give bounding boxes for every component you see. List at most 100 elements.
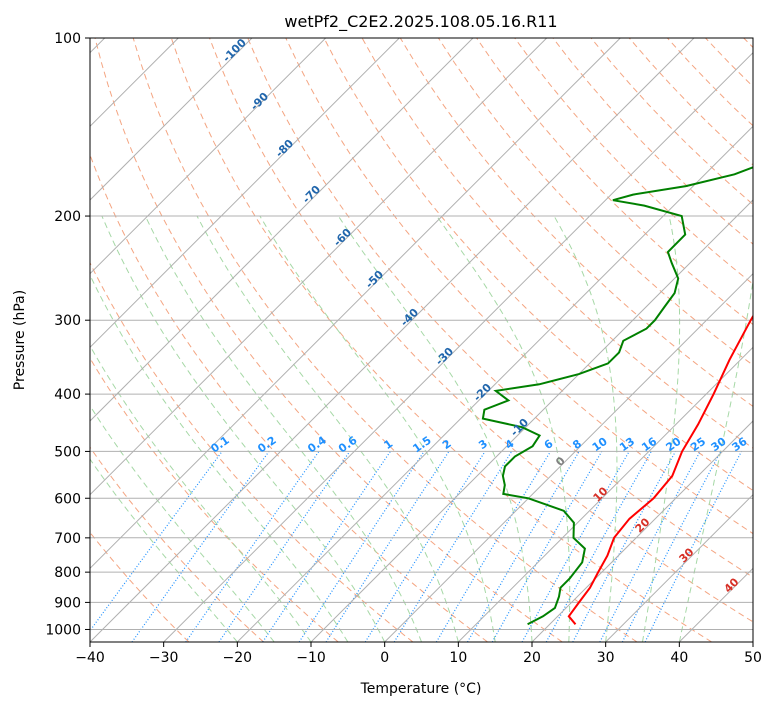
isotherm-line (90, 38, 621, 570)
dry-adiabat-label: -20 (471, 381, 494, 404)
dry-adiabat (94, 38, 563, 642)
x-axis-label: Temperature (°C) (360, 681, 482, 697)
mixing-ratio-line (325, 451, 450, 642)
isotherm-line (90, 38, 327, 275)
mixing-ratio-line (521, 451, 630, 642)
isotherm-line (457, 346, 753, 642)
dry-adiabat (132, 38, 638, 642)
mixing-ratio-label: 2 (440, 437, 454, 452)
background-labels: 0.1 0.2 0.4 0.6 1 1.5 2 3 4 6 8 10 13 16 20 25 30 36-100-… (208, 36, 749, 596)
dewpoint-line (481, 166, 753, 626)
mixing-ratio-line (298, 451, 425, 642)
isotherm-line (605, 493, 753, 642)
dry-adiabat (90, 153, 488, 642)
moist-adiabat (259, 215, 496, 642)
dry-adiabat-label: -40 (398, 306, 421, 329)
x-axis: −40 −30 −20 −10 0 10 20 30 40 50 (75, 642, 762, 666)
y-tick-label: 200 (54, 209, 81, 225)
dry-adiabat-label: -30 (433, 345, 456, 368)
y-axis: 100 200 300 400 500 600 700 800 900 1000 (45, 31, 90, 638)
x-tick-label: −40 (75, 650, 105, 666)
x-tick-label: −10 (296, 650, 326, 666)
dry-adiabat-label: 30 (677, 545, 697, 565)
y-tick-label: 900 (54, 595, 81, 611)
y-tick-label: 1000 (45, 622, 81, 638)
y-tick-label: 700 (54, 531, 81, 547)
moist-adiabat (90, 404, 275, 642)
background-lines (90, 38, 753, 642)
mixing-ratio-line (90, 451, 223, 632)
moist-adiabat (90, 274, 349, 642)
moist-adiabat (678, 278, 753, 642)
dry-adiabat (514, 38, 753, 285)
mixing-ratio-line (599, 451, 701, 642)
mixing-ratio-line (131, 451, 270, 642)
mixing-ratio-line (262, 451, 391, 642)
mixing-ratio-label: 0.4 (305, 433, 329, 455)
x-tick-label: 0 (380, 650, 389, 666)
dry-adiabat (285, 38, 753, 535)
dry-adiabat (437, 38, 753, 366)
moist-adiabat (196, 215, 459, 642)
dry-adiabat (90, 531, 190, 642)
isotherm-line (90, 38, 400, 349)
dry-adiabat-label: -80 (273, 137, 296, 160)
isotherm-line (752, 641, 753, 642)
y-tick-label: 400 (54, 387, 81, 403)
y-tick-label: 800 (54, 565, 81, 581)
isobar-grid (90, 38, 753, 630)
dry-adiabat (90, 261, 414, 642)
y-tick-label: 100 (54, 31, 81, 47)
sounding-profiles (481, 166, 753, 626)
mixing-ratio-line (364, 451, 486, 642)
moist-adiabat (90, 458, 238, 642)
dry-adiabat-label: -10 (508, 416, 531, 439)
mixing-ratio-line (572, 451, 677, 642)
x-tick-label: 30 (597, 650, 615, 666)
mixing-ratio-label: 3 (476, 437, 490, 452)
plot-frame (89, 37, 754, 643)
y-axis-label: Pressure (hPa) (12, 290, 28, 390)
dry-adiabat (552, 38, 753, 245)
y-tick-label: 500 (54, 444, 81, 460)
dry-adiabat-label: -60 (331, 226, 354, 249)
mixing-ratio-label: 6 (542, 437, 556, 452)
dry-adiabat-label: -90 (248, 90, 271, 113)
isotherm-line (90, 38, 548, 496)
isotherm-line (384, 272, 753, 642)
moist-adiabat (553, 215, 618, 642)
dry-adiabat-label: -100 (220, 36, 249, 65)
mixing-ratio-label: 1.5 (410, 434, 433, 456)
mixing-ratio-label: 0.6 (336, 433, 360, 455)
isotherm-line (90, 38, 253, 201)
dry-adiabat-label: 10 (591, 484, 611, 504)
moist-adiabat (337, 215, 533, 642)
dry-adiabat (209, 38, 753, 623)
dry-adiabat (247, 38, 753, 578)
mixing-ratio-line (466, 451, 580, 642)
isotherm-line (310, 199, 753, 642)
dry-adiabat (323, 38, 753, 492)
temperature-line (567, 314, 753, 625)
moist-adiabat (642, 215, 681, 642)
dry-adiabat (476, 38, 753, 326)
chart-title: wetPf2_C2E2.2025.108.05.16.R11 (284, 12, 557, 32)
dry-adiabat (90, 446, 264, 642)
moist-adiabat (144, 215, 422, 642)
isotherm-line (163, 51, 753, 642)
isotherm-line (90, 38, 695, 642)
x-tick-label: 20 (523, 650, 541, 666)
isotherm-grid (90, 38, 753, 642)
moist-adiabat (90, 344, 312, 642)
x-tick-label: −20 (223, 650, 253, 666)
mixing-ratio-label: 0.1 (208, 434, 231, 456)
dry-adiabat-label: -70 (300, 183, 323, 206)
y-tick-label: 600 (54, 491, 81, 507)
dry-adiabat-label: -50 (363, 268, 386, 291)
x-tick-label: −30 (149, 650, 179, 666)
mixing-ratio-line (435, 451, 552, 642)
x-tick-label: 50 (744, 650, 762, 666)
x-tick-label: 10 (449, 650, 467, 666)
dry-adiabat (170, 38, 712, 642)
